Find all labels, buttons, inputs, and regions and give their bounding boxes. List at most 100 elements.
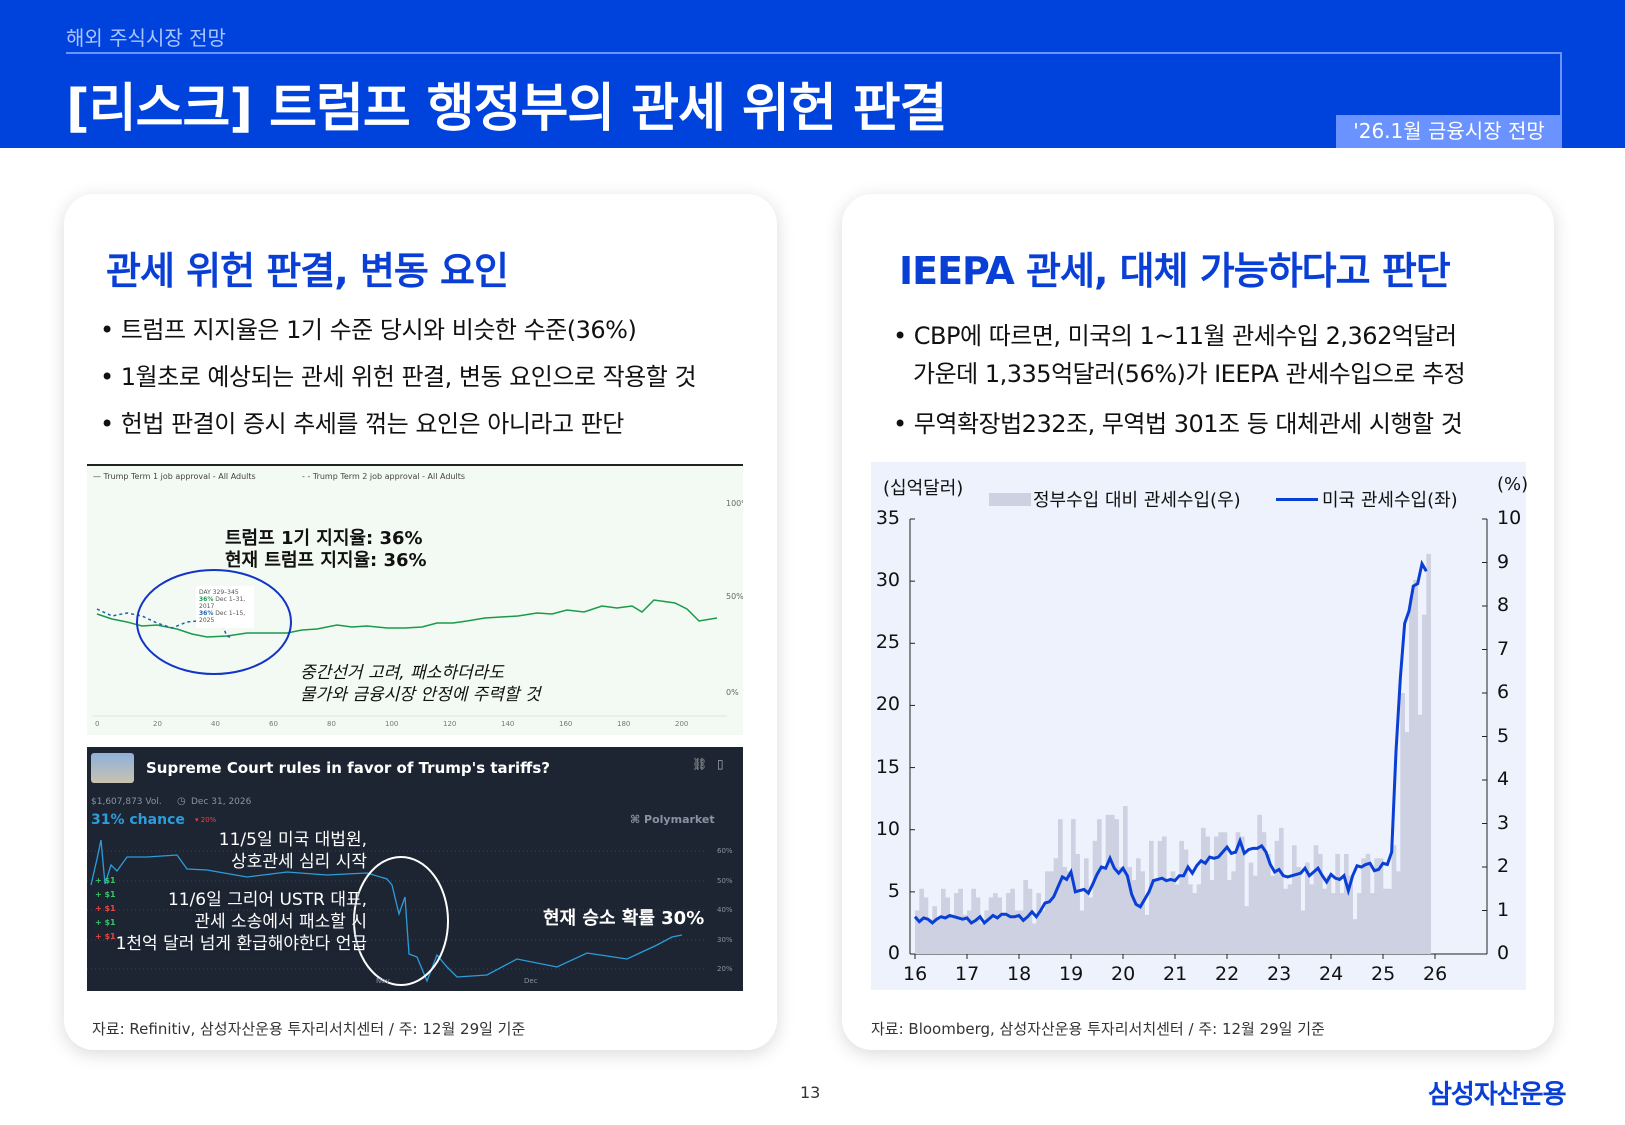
note-line: 11/6일 그리어 USTR 대표, [167,890,367,910]
bar [1084,858,1089,954]
legend-term2: - - Trump Term 2 job approval - All Adul… [302,472,466,481]
y-tick-right: 3 [1497,811,1510,834]
bar [1374,858,1379,954]
y-tick: 0% [726,688,739,697]
right-bullet: • CBP에 따르면, 미국의 1~11월 관세수입 2,362억달러 [893,322,1457,350]
bar [1318,853,1323,954]
bar [1274,840,1280,954]
page-number: 13 [800,1083,821,1102]
bar [1045,871,1050,954]
legend-bar-label: 정부수입 대비 관세수입(우) [1033,490,1241,511]
x-tick: 18 [1007,963,1032,985]
y-tick-right: 4 [1497,768,1510,790]
bookmark-icon[interactable]: ▯ [717,757,724,771]
x-tick: 21 [1163,963,1188,985]
bar [1283,888,1288,954]
tooltip-date: Dec 1–31, 2017 [199,596,246,610]
note-line: 1천억 달러 넘게 환급해야한다 언급 [115,934,367,954]
bar [1391,845,1397,954]
bar [1409,597,1414,954]
bar [1270,875,1275,954]
legend-line-label: 미국 관세수입(좌) [1322,490,1458,511]
bar [1110,814,1115,954]
bar [1222,832,1228,954]
bar [1248,862,1254,954]
x-tick: 120 [443,720,457,728]
x-tick: 20 [153,720,162,728]
header-frame-line [66,52,1562,115]
bar [1344,853,1349,954]
y-tick-right: 6 [1497,681,1510,703]
x-tick: 200 [675,720,689,728]
bar [1348,875,1353,954]
note-line: 관세 소송에서 패소할 시 [194,912,367,932]
bar [1149,840,1154,954]
x-tick: 22 [1215,963,1240,985]
x-tick: 17 [955,963,980,985]
market-volume: $1,607,873 Vol. [91,797,162,807]
legend-line-swatch [1276,498,1318,501]
bar [1422,614,1427,954]
x-axis: 0 20 40 60 80 100 120 140 160 180 200 [87,720,743,732]
x-tick: 140 [501,720,515,728]
x-tick: 25 [1371,963,1396,985]
bar [1131,880,1137,954]
note-current: 현재 트럼프 지지율: 36% [225,550,427,571]
note-line: 상호관세 심리 시작 [231,852,367,872]
x-tick: 180 [617,720,631,728]
bar [1196,884,1202,954]
bar [1166,880,1171,954]
legend-bar-swatch [989,493,1031,506]
note-refund: 11/6일 그리어 USTR 대표, 관세 소송에서 패소할 시 1천억 달러 … [97,889,367,955]
x-tick: 16 [903,963,928,985]
x-tick: 23 [1267,963,1292,985]
bar [1296,867,1301,954]
bar [1292,845,1297,954]
bar [1097,819,1102,954]
bar [1118,867,1124,954]
trade-item: + $1 [95,904,116,913]
left-axis-unit: (십억달러) [883,478,964,499]
y-tick-right: 5 [1497,724,1510,747]
bar [1201,827,1206,954]
bar [1027,888,1033,954]
y-tick-right: 9 [1497,550,1510,573]
bar [1387,888,1392,954]
bar [1075,853,1080,954]
bar [1205,836,1210,954]
approval-chart: — Trump Term 1 job approval - All Adults… [87,464,743,735]
tooltip-title: DAY 329–345 [199,589,239,596]
link-icon[interactable]: ⛓ [692,757,708,771]
bar [1322,888,1327,954]
bar [932,906,937,954]
probability-chart [87,839,707,986]
bar [1218,832,1223,954]
right-axis-unit: (%) [1497,474,1529,495]
bar [997,897,1002,954]
bar [1339,893,1345,954]
y-tick: 30% [717,935,733,944]
bar [1279,827,1284,954]
x-tick: 26 [1423,963,1448,985]
bar [1209,880,1215,954]
left-bullet: • 1월초로 예상되는 관세 위헌 판결, 변동 요인으로 작용할 것 [100,363,697,391]
y-tick-left: 25 [875,631,900,654]
chance-value: 31% chance [91,812,185,828]
bar [1192,893,1197,954]
bar [1183,849,1189,954]
bar [1383,888,1388,954]
right-source: 자료: Bloomberg, 삼성자산운용 투자리서치센터 / 주: 12월 2… [871,1020,1325,1038]
bar [1352,919,1358,954]
x-tick: 0 [95,720,100,728]
tooltip: DAY 329–345 36% Dec 1–31, 2017 36% Dec 1… [196,586,254,628]
y-tick-left: 0 [887,942,900,964]
tooltip-pct: 36% [199,596,214,603]
y-tick-left: 5 [887,879,900,902]
brand-name: Polymarket [644,813,715,826]
bar [1400,693,1405,954]
trade-feed: + $1 + $1 + $1 + $1 + $1 [95,874,116,944]
bar [958,888,963,954]
y-tick: 40% [717,906,733,914]
x-tick: 19 [1059,963,1084,985]
y-tick-left: 30 [875,569,900,592]
